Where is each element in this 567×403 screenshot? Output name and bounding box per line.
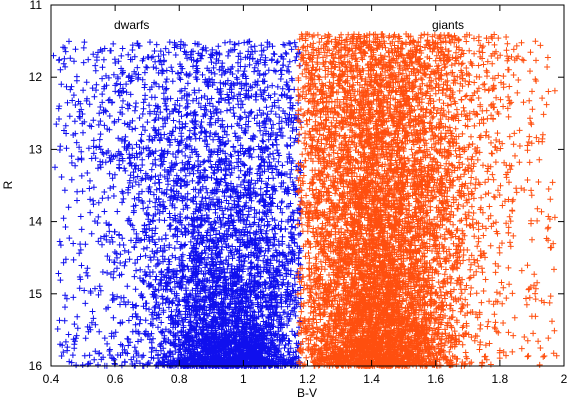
series-dwarfs (50, 38, 304, 369)
x-tick-label: 1 (240, 372, 247, 386)
x-tick-label: 0.6 (107, 372, 124, 386)
x-tick-label: 2 (561, 372, 567, 386)
x-tick-label: 1.2 (299, 372, 316, 386)
y-tick-label: 11 (30, 0, 43, 12)
x-tick-label: 0.8 (171, 372, 188, 386)
y-axis-title: R (1, 180, 15, 189)
series-giants-markers (294, 31, 560, 369)
y-tick-label: 14 (29, 215, 43, 229)
data-points (50, 31, 560, 369)
x-tick-label: 1.4 (363, 372, 380, 386)
series-dwarfs-markers (50, 38, 304, 369)
x-tick-label: 1.6 (427, 372, 444, 386)
series-label-dwarfs: dwarfs (114, 18, 149, 32)
axis-ticks: 0.4 0.6 0.8 1 1.2 1.4 1.6 1.8 2 11 12 13 14 15 16 (29, 0, 567, 386)
y-tick-label: 13 (29, 142, 43, 156)
y-tick-label: 15 (29, 287, 43, 301)
y-tick-label: 16 (29, 359, 43, 373)
series-label-giants: giants (432, 18, 464, 32)
x-axis-title: B-V (297, 386, 317, 400)
series-giants (294, 31, 560, 369)
y-tick-label: 12 (29, 70, 43, 84)
x-tick-label: 0.4 (43, 372, 60, 386)
x-tick-label: 1.8 (492, 372, 509, 386)
